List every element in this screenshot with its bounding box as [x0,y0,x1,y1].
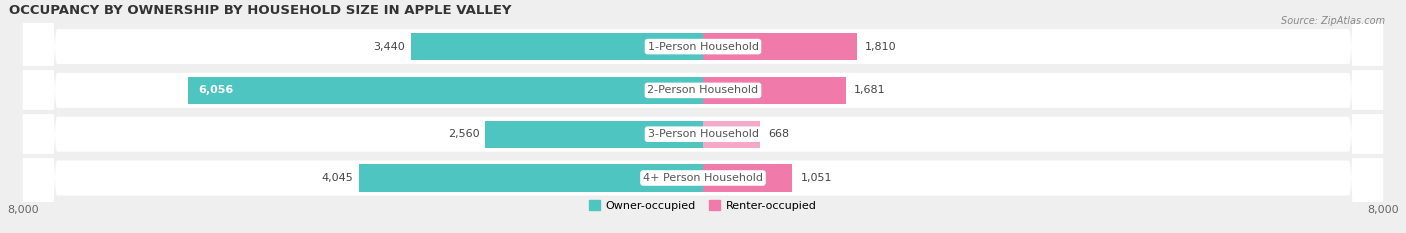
Text: 1,051: 1,051 [800,173,832,183]
Text: 1-Person Household: 1-Person Household [648,41,758,51]
Bar [703,164,793,192]
Text: 1,810: 1,810 [865,41,897,51]
Text: 3-Person Household: 3-Person Household [648,129,758,139]
FancyBboxPatch shape [22,0,1384,233]
FancyBboxPatch shape [22,0,1384,233]
Text: OCCUPANCY BY OWNERSHIP BY HOUSEHOLD SIZE IN APPLE VALLEY: OCCUPANCY BY OWNERSHIP BY HOUSEHOLD SIZE… [10,4,512,17]
Text: 1,681: 1,681 [853,85,886,95]
Bar [703,121,759,148]
Bar [703,77,846,104]
Bar [359,164,703,192]
Text: 668: 668 [768,129,789,139]
Text: 6,056: 6,056 [198,85,233,95]
Bar [411,33,703,60]
Text: Source: ZipAtlas.com: Source: ZipAtlas.com [1281,16,1385,26]
Text: 2-Person Household: 2-Person Household [647,85,759,95]
Bar [188,77,703,104]
Text: 4+ Person Household: 4+ Person Household [643,173,763,183]
FancyBboxPatch shape [22,0,1384,233]
Text: 3,440: 3,440 [374,41,405,51]
Bar [703,33,856,60]
Text: 2,560: 2,560 [449,129,479,139]
Bar [485,121,703,148]
Legend: Owner-occupied, Renter-occupied: Owner-occupied, Renter-occupied [589,200,817,211]
Text: 4,045: 4,045 [322,173,354,183]
FancyBboxPatch shape [22,0,1384,233]
